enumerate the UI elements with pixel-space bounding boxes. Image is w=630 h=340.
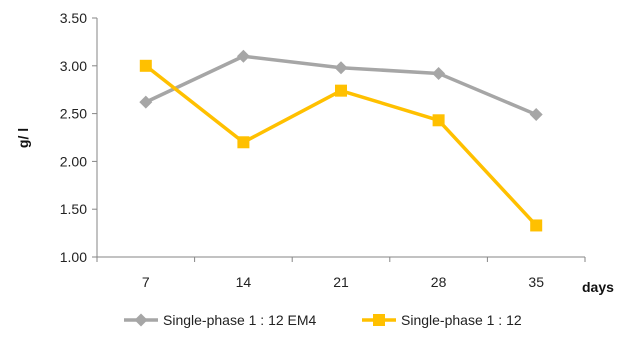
- legend-item-1: Single-phase 1 : 12 EM4: [124, 312, 317, 328]
- axes: 1.00 1.50 2.00 2.50 3.00 3.50 7 14 21 28 35: [60, 10, 585, 290]
- data-point: [530, 108, 543, 121]
- series-layer: [139, 50, 542, 232]
- x-tick-label: 7: [142, 274, 150, 290]
- data-point: [335, 61, 348, 74]
- legend: Single-phase 1 : 12 EM4 Single-phase 1 : …: [124, 312, 522, 328]
- data-point: [335, 85, 347, 97]
- data-point: [140, 60, 152, 72]
- x-tick-label: 28: [431, 274, 447, 290]
- legend-diamond-marker: [135, 314, 148, 327]
- x-tick-label: 35: [528, 274, 544, 290]
- y-tick-label: 2.00: [60, 153, 87, 169]
- data-point: [530, 219, 542, 231]
- data-point: [432, 67, 445, 80]
- y-axis-title: g/ l: [15, 128, 31, 148]
- series-2: [140, 60, 542, 232]
- y-tick-label: 3.50: [60, 10, 87, 26]
- legend-item-2: Single-phase 1 : 12: [362, 312, 522, 328]
- y-tick-label: 1.50: [60, 201, 87, 217]
- data-point: [139, 96, 152, 109]
- x-axis-title: days: [582, 279, 614, 295]
- x-tick-label: 14: [236, 274, 252, 290]
- legend-square-marker: [373, 314, 385, 326]
- y-tick-label: 1.00: [60, 249, 87, 265]
- data-point: [433, 114, 445, 126]
- data-point: [237, 136, 249, 148]
- legend-label: Single-phase 1 : 12: [401, 312, 522, 328]
- y-tick-label: 2.50: [60, 106, 87, 122]
- y-tick-label: 3.00: [60, 58, 87, 74]
- x-tick-label: 21: [333, 274, 349, 290]
- legend-label: Single-phase 1 : 12 EM4: [163, 312, 317, 328]
- data-point: [237, 50, 250, 63]
